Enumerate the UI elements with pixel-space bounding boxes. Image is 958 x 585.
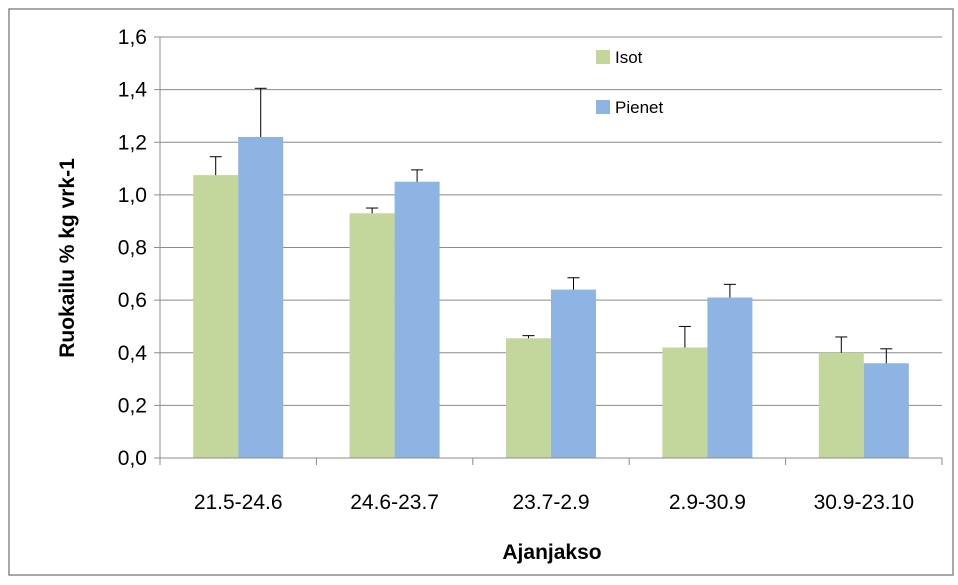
- bar-isot: [193, 175, 239, 458]
- bar-isot: [506, 338, 551, 458]
- bar-pienet: [238, 136, 284, 459]
- chart-border: [8, 8, 954, 576]
- legend-swatch-isot: [596, 50, 610, 64]
- bar-isot: [818, 352, 864, 458]
- bar-pienet: [394, 181, 440, 458]
- y-tick-label: 1,2: [118, 131, 147, 154]
- legend: Isot Pienet: [596, 48, 663, 117]
- bars: [193, 87, 909, 459]
- bar-pienet: [707, 297, 753, 458]
- y-tick-label: 1,6: [118, 26, 147, 49]
- bar-pienet: [863, 363, 909, 458]
- x-tick-label: 2.9-30.9: [669, 491, 746, 514]
- bar-isot: [349, 213, 395, 458]
- x-tick-label: 23.7-2.9: [512, 491, 589, 514]
- axes: [154, 36, 943, 465]
- y-tick-label: 0,8: [118, 237, 147, 260]
- y-tick-label: 1,4: [118, 79, 148, 102]
- x-tick-label: 30.9-23.10: [814, 491, 914, 514]
- x-tick-label: 21.5-24.6: [194, 491, 283, 514]
- y-tick-label: 0,2: [118, 394, 147, 417]
- bar-isot: [662, 347, 708, 458]
- tick-labels: 0,0 0,2 0,4 0,6 0,8 1,0 1,2 1,4 1,6 21.5-24.6 24.6…: [118, 26, 914, 514]
- y-tick-label: 0,4: [118, 342, 148, 365]
- y-tick-label: 0,0: [118, 447, 147, 470]
- x-axis-title: Ajanjakso: [502, 541, 601, 564]
- y-tick-label: 1,0: [118, 184, 147, 207]
- y-tick-label: 0,6: [118, 289, 147, 312]
- legend-swatch-pienet: [596, 100, 610, 114]
- y-axis-title: Ruokailu % kg vrk-1: [56, 158, 79, 358]
- legend-label-pienet: Pienet: [615, 98, 663, 117]
- x-tick-label: 24.6-23.7: [350, 491, 439, 514]
- legend-label-isot: Isot: [615, 48, 643, 67]
- bar-pienet: [551, 289, 596, 458]
